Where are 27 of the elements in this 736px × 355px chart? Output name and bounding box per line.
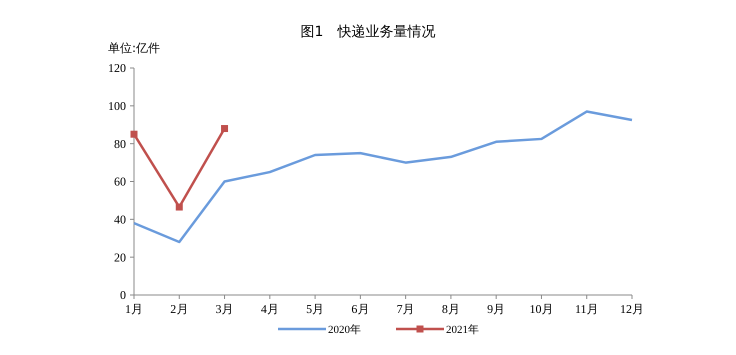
point: [176, 204, 183, 211]
y-tick-label: 60: [114, 174, 126, 189]
x-tick-label: 7月: [396, 302, 415, 316]
x-tick-label: 4月: [260, 302, 279, 316]
y-tick-label: 20: [114, 250, 126, 264]
x-tick-label: 9月: [487, 302, 506, 316]
y-tick-label: 80: [114, 136, 126, 151]
y-tick-label: 0: [120, 288, 126, 302]
x-tick-label: 1月: [125, 302, 143, 316]
y-axis-title: 单位:亿件: [108, 41, 160, 55]
x-tick-label: 11月: [574, 302, 599, 316]
legend-label: 2020年: [328, 324, 361, 336]
y-tick-label: 120: [108, 61, 126, 76]
y-tick-label: 100: [108, 99, 126, 114]
x-tick-label: 12月: [620, 302, 644, 316]
x-tick-label: 6月: [351, 302, 370, 316]
point: [130, 130, 138, 138]
x-tick-label: 5月: [306, 302, 324, 316]
line-series: [132, 110, 634, 244]
x-tick-label: 3月: [216, 302, 234, 316]
chart-title: 图1 快递业务量情况: [300, 24, 436, 40]
x-tick-label: 8月: [442, 302, 460, 316]
legend-label: 2021年: [446, 324, 479, 336]
point: [221, 125, 228, 132]
x-tick-label: 10月: [529, 302, 554, 316]
y-tick-label: 40: [114, 212, 126, 227]
x-tick-label: 2月: [170, 302, 188, 316]
